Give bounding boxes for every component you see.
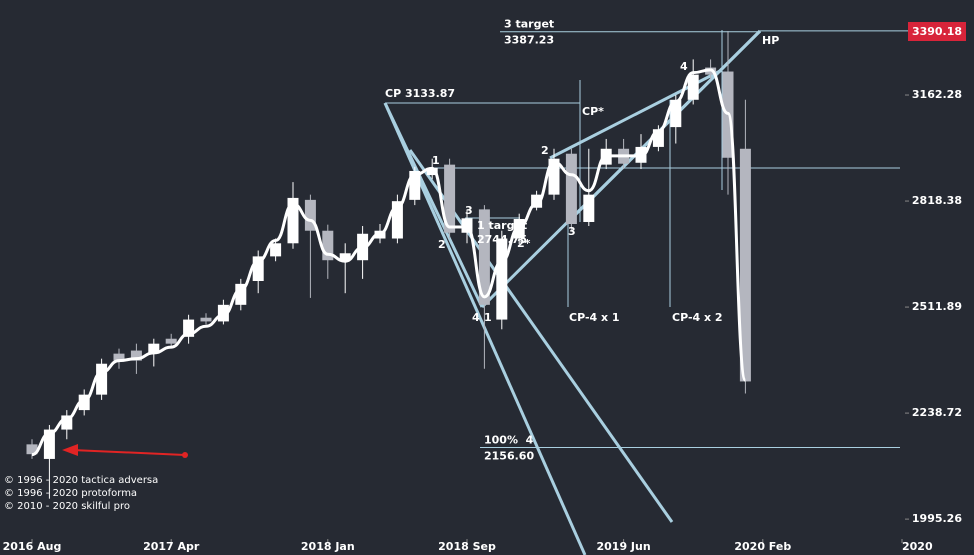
level-value: 3387.23 (504, 34, 554, 47)
y-tick-label: 2238.72 (912, 406, 962, 419)
y-tick-label: 3162.28 (912, 88, 962, 101)
price-marker: 3390.18 (912, 25, 962, 38)
candle-body (391, 201, 403, 239)
annotation: CP* (582, 105, 604, 118)
candle-body (200, 317, 212, 322)
indicator-line (31, 68, 747, 457)
candle-body (235, 283, 247, 305)
candle-body (113, 353, 125, 361)
x-tick-label: 2020 (902, 540, 933, 553)
candle-body (339, 253, 351, 261)
candle-body (687, 74, 699, 100)
pattern-lines (383, 29, 900, 555)
candle-body (43, 429, 55, 459)
candle-body (409, 170, 421, 200)
candle-body (583, 194, 595, 222)
y-tick-label: 1995.26 (912, 512, 962, 525)
candle-body (670, 99, 682, 128)
candle-body (217, 304, 229, 322)
candle-body (96, 363, 108, 395)
x-tick-label: 2019 Jun (596, 540, 650, 553)
annotation: 4 (680, 60, 688, 73)
candle-body (426, 167, 438, 176)
candle-body (183, 319, 195, 337)
arrow-shaft (71, 449, 186, 456)
candle-body (270, 243, 282, 257)
arrow-dot (182, 452, 188, 458)
level-name: 3 target (504, 18, 554, 31)
candle-body (478, 209, 490, 305)
candle-body (513, 218, 525, 239)
annotation: 3 (568, 225, 576, 238)
annotation: 3 (465, 204, 473, 217)
candle-body (78, 394, 90, 411)
candle-body (165, 338, 177, 344)
x-tick-label: 2018 Jan (301, 540, 355, 553)
annotation: CP-4 x 2 (672, 311, 723, 324)
candle-body (287, 197, 299, 244)
annotation: 2 (438, 238, 446, 251)
candle-body (652, 129, 664, 147)
annotation: 1 (484, 311, 492, 324)
copyright: © 1996 - 2020 tactica adversa (4, 475, 158, 486)
annotation: HP (762, 34, 779, 47)
copyright: © 2010 - 2020 skilful pro (4, 501, 130, 512)
candle-body (496, 238, 508, 320)
level-name: 100% 4 (484, 434, 534, 447)
candle-body (26, 444, 38, 455)
x-tick-label: 2018 Sep (438, 540, 496, 553)
annotation: CP-4 x 1 (569, 311, 620, 324)
y-tick-label: 2511.89 (912, 300, 962, 313)
x-tick-label: 2020 Feb (734, 540, 791, 553)
candle-body (61, 415, 73, 430)
y-tick-label: 2818.38 (912, 194, 962, 207)
x-tick-label: 2016 Aug (3, 540, 62, 553)
candle-body (130, 350, 142, 361)
annotation: CP 3133.87 (385, 87, 455, 100)
annotation: 2 (541, 144, 549, 157)
candles (26, 30, 751, 499)
candle-body (739, 148, 751, 382)
arrow (62, 444, 188, 458)
candle-body (252, 256, 264, 282)
annotation: 2* (517, 237, 531, 250)
annotation: 1 (432, 154, 440, 167)
level-value: 2156.60 (484, 450, 534, 463)
candle-body (322, 230, 334, 261)
candle-body (531, 194, 543, 208)
annotation: 4 (472, 311, 480, 324)
candle-body (148, 343, 160, 354)
x-tick-label: 2017 Apr (143, 540, 200, 553)
candle-body (565, 153, 577, 224)
price-marker-box (908, 22, 966, 41)
candle-body (304, 199, 316, 231)
arrow-head (62, 444, 78, 456)
candle-body (548, 158, 560, 195)
copyright: © 1996 - 2020 protoforma (4, 488, 137, 499)
candle-body (444, 164, 456, 233)
annotation: 1 target (477, 219, 527, 232)
annotation: 2744.75 (477, 233, 527, 246)
